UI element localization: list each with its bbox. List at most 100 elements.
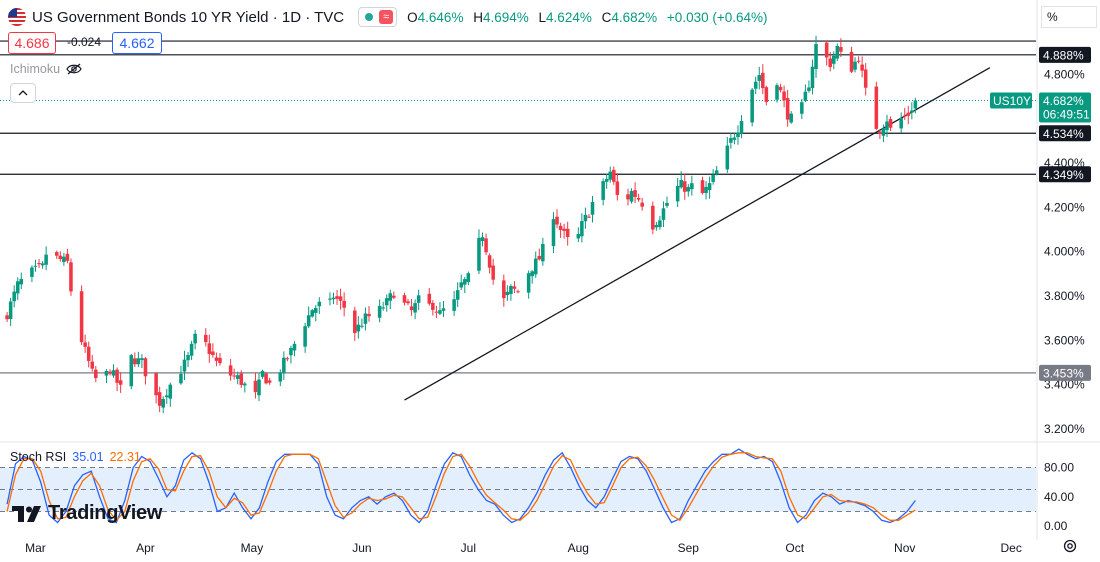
candle [803,84,808,103]
spread-value: -0.024 [66,35,102,49]
candle [807,80,811,93]
collapse-indicators-button[interactable] [10,83,36,103]
candle-body [761,72,765,89]
candle-body [533,258,538,275]
candle-body [736,132,740,138]
candle-body [452,299,456,311]
candle-body [388,293,393,301]
candle [906,105,911,125]
candle [885,114,889,138]
candle-body [729,138,733,143]
candle-body [899,118,903,129]
candle [129,353,134,390]
candle [487,253,492,274]
scale-unit-selector[interactable]: % [1041,6,1097,28]
ohlc-low-key: L [538,9,547,25]
stoch-axis-tick: 40.00 [1044,490,1074,504]
candle-body [654,225,659,228]
countdown-label: 06:49:51 [1043,107,1090,121]
candle-body [757,75,762,81]
candle-body [33,265,38,267]
candle [278,369,283,387]
sell-price-button[interactable]: 4.686 [8,32,56,54]
candle [214,352,219,367]
candle [878,130,882,140]
market-status-pill[interactable]: ≈ [358,7,398,27]
candle-body [633,190,637,197]
candle [353,306,357,341]
candle-body [79,291,84,343]
candle-body [65,253,70,261]
candle [714,165,719,176]
eye-crossed-icon[interactable] [66,63,82,75]
candle-body [267,380,272,383]
candle-body [778,86,783,91]
candle [814,35,818,78]
candle [615,173,620,201]
candle-body [367,313,371,317]
candle [40,261,45,269]
candle [54,250,59,259]
candle [555,209,559,229]
candle-body [30,267,34,277]
candle-body [260,371,265,377]
candle [154,372,158,404]
candle [608,166,613,183]
candle [335,289,339,305]
settings-button[interactable] [1062,538,1078,559]
candle-body [8,301,13,319]
candle-body [679,179,683,188]
indicator-ichimoku[interactable]: Ichimoku [10,62,82,76]
level-price-label: 4.888% [1043,48,1084,62]
symbol-title[interactable]: US Government Bonds 10 YR Yield · 1D · T… [32,8,345,26]
candle-body [264,373,268,384]
candle-body [282,357,286,373]
candle [434,305,439,318]
candle-body [168,384,173,399]
candle [204,328,208,347]
candle [342,292,346,317]
candle-body [682,181,687,192]
candle-body [154,373,158,396]
candle-body [700,180,705,194]
candle [267,377,272,385]
price-axis-tick: 3.600% [1044,333,1085,347]
level-price-tag [1039,364,1091,381]
candle-body [416,295,421,303]
candle-body [509,285,513,295]
tradingview-logo[interactable]: TradingView [12,502,162,525]
candle-body [601,181,605,200]
candle [466,271,471,286]
candle [775,83,779,103]
candle-body [849,51,854,72]
candle [182,350,187,381]
ohlc-open-key: O [407,9,418,25]
candle [243,381,247,393]
candle-body [317,301,322,307]
trendline[interactable] [404,67,991,401]
candle-body [157,392,162,406]
candle-body [835,45,840,59]
buy-price-button[interactable]: 4.662 [112,32,162,54]
candle-body [551,219,556,247]
candle-body [363,313,368,324]
candle-body [803,91,808,101]
candle-body [409,306,414,311]
candle-body [541,243,545,262]
candle-body [714,170,719,175]
stoch-rsi-legend[interactable]: Stoch RSI 35.01 22.31 [10,450,141,464]
last-price-label: 4.682% [1043,94,1084,108]
candle-body [651,205,655,230]
candle-body [356,324,361,332]
candle [512,281,517,293]
settings-icon [1063,539,1077,553]
candle-body [381,307,385,309]
candle [757,67,762,90]
ohlc-open-value: 4.646% [417,9,464,25]
candle-body [129,355,134,387]
candle [413,299,417,320]
candle [5,311,9,322]
market-open-dot-icon [365,13,374,21]
candle-body [764,87,769,102]
